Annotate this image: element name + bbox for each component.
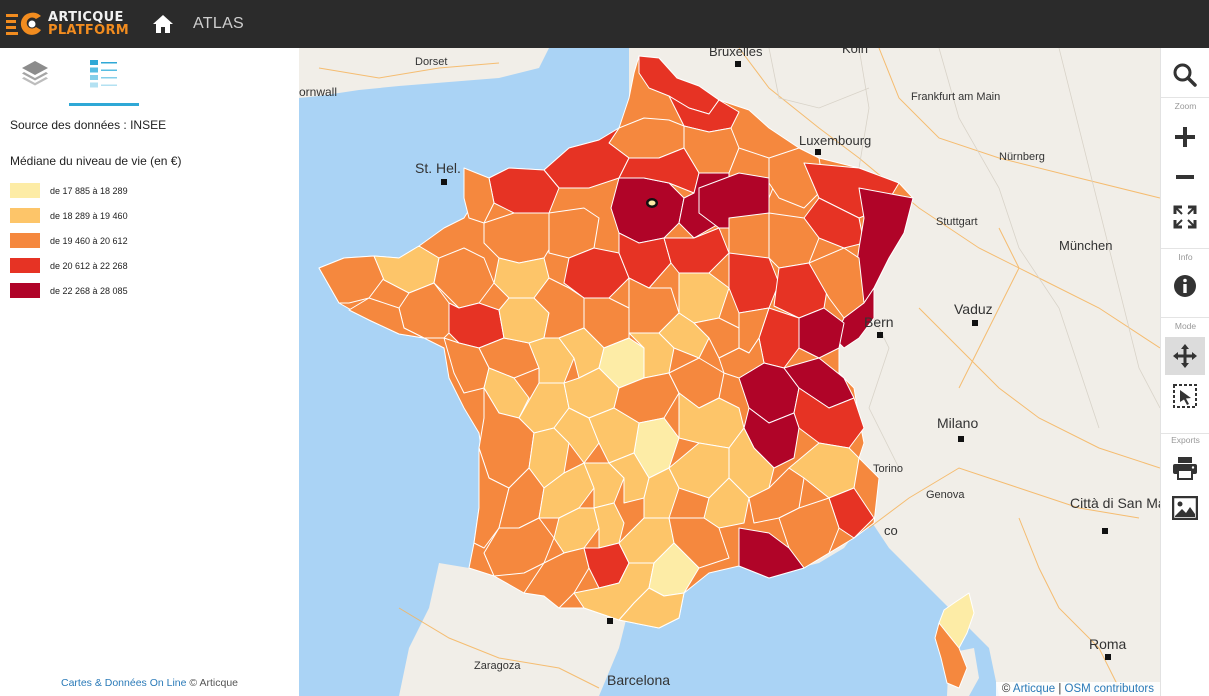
city-label: Genova — [926, 489, 965, 501]
legend-item: de 17 885 à 18 289 — [10, 178, 128, 203]
legend-item: de 19 460 à 20 612 — [10, 228, 128, 253]
toolbar-separator — [1161, 97, 1209, 98]
city-label: Bruxelles — [709, 48, 763, 59]
zoom-section-label: Zoom — [1174, 101, 1197, 111]
select-mode-button[interactable] — [1165, 377, 1205, 415]
legend-item: de 20 612 à 22 268 — [10, 253, 128, 278]
legend-swatch — [10, 258, 40, 273]
legend-icon — [90, 60, 117, 88]
city-label: Luxembourg — [799, 133, 871, 148]
home-button[interactable] — [151, 12, 175, 36]
mode-section-label: Mode — [1174, 321, 1197, 331]
legend-swatch — [10, 183, 40, 198]
minus-icon — [1176, 175, 1194, 179]
logo-line-1: ARTICQUE — [48, 10, 124, 25]
city-label: Dorset — [415, 56, 447, 68]
layers-icon — [22, 61, 48, 86]
pan-mode-button[interactable] — [1165, 337, 1205, 375]
legend-swatch — [10, 233, 40, 248]
info-button[interactable] — [1165, 267, 1205, 305]
legend-title: Médiane du niveau de vie (en €) — [10, 154, 182, 168]
city-label: Köln — [842, 48, 868, 56]
tab-layers[interactable] — [0, 54, 70, 106]
city-label: Città di San Marino — [1070, 495, 1160, 511]
panel-tabs — [0, 48, 299, 108]
city-label: Milano — [937, 415, 978, 431]
footer-copyright: © Articque — [189, 677, 238, 689]
print-button[interactable] — [1165, 449, 1205, 487]
data-source: Source des données : INSEE — [10, 118, 167, 132]
legend-swatch — [10, 283, 40, 298]
print-icon — [1173, 457, 1197, 480]
map-canvas[interactable]: Dorset Bruxelles Köln ornwall Frankfurt … — [299, 48, 1160, 696]
city-label: Frankfurt am Main — [911, 91, 1000, 103]
plus-icon — [1175, 127, 1195, 147]
legend-label: de 20 612 à 22 268 — [50, 260, 128, 271]
city-label: Nürnberg — [999, 151, 1045, 163]
zoom-in-button[interactable] — [1165, 118, 1205, 156]
legend-label: de 17 885 à 18 289 — [50, 185, 128, 196]
export-image-button[interactable] — [1165, 489, 1205, 527]
city-label: ornwall — [299, 85, 337, 99]
image-icon — [1172, 496, 1198, 520]
articque-logo[interactable]: ARTICQUE PLATFORM — [6, 0, 129, 48]
zoom-out-button[interactable] — [1165, 158, 1205, 196]
logo-mark-icon — [6, 10, 46, 38]
exports-section-label: Exports — [1171, 435, 1200, 445]
panel-footer: Cartes & Données On Line © Articque — [0, 677, 299, 689]
tab-legend[interactable] — [69, 54, 139, 106]
info-icon — [1174, 275, 1196, 297]
legend-swatch — [10, 208, 40, 223]
attribution-separator: | — [1058, 683, 1062, 695]
expand-icon — [1173, 205, 1197, 229]
city-label: Vaduz — [954, 301, 993, 317]
map-toolbar: Zoom Info Mode — [1160, 48, 1209, 696]
legend-label: de 19 460 à 20 612 — [50, 235, 128, 246]
legend-label: de 22 268 à 28 085 — [50, 285, 128, 296]
search-icon — [1173, 63, 1197, 87]
attribution-prefix: © — [1001, 683, 1011, 695]
attribution-articque-link[interactable]: Articque — [1012, 683, 1056, 695]
home-icon — [153, 15, 174, 33]
toolbar-separator — [1161, 433, 1209, 434]
select-icon — [1173, 384, 1197, 408]
city-label: Barcelona — [607, 672, 670, 688]
info-section-label: Info — [1178, 252, 1193, 262]
city-label: Stuttgart — [936, 216, 978, 228]
search-button[interactable] — [1165, 56, 1205, 94]
legend-item: de 18 289 à 19 460 — [10, 203, 128, 228]
fullscreen-button[interactable] — [1165, 198, 1205, 236]
paris-marker — [646, 198, 658, 208]
map-attribution: © Articque | OSM contributors — [995, 682, 1160, 696]
city-label: co — [884, 523, 898, 538]
city-label: Roma — [1089, 636, 1127, 652]
footer-link[interactable]: Cartes & Données On Line — [60, 677, 187, 689]
city-label: Bern — [864, 314, 894, 330]
legend-label: de 18 289 à 19 460 — [50, 210, 128, 221]
move-icon — [1173, 344, 1197, 368]
legend: de 17 885 à 18 289 de 18 289 à 19 460 de… — [10, 178, 128, 303]
logo-line-2: PLATFORM — [48, 23, 130, 38]
city-label: München — [1059, 238, 1112, 253]
city-label: St. Hel. — [415, 160, 461, 176]
legend-item: de 22 268 à 28 085 — [10, 278, 128, 303]
attribution-osm-link[interactable]: OSM contributors — [1064, 683, 1154, 695]
city-label: Zaragoza — [474, 660, 521, 672]
city-label: Torino — [873, 463, 903, 475]
legend-panel: Source des données : INSEE Médiane du ni… — [0, 48, 299, 696]
top-bar: ARTICQUE PLATFORM ATLAS — [0, 0, 1209, 48]
nav-atlas[interactable]: ATLAS — [193, 15, 245, 32]
map-svg: Dorset Bruxelles Köln ornwall Frankfurt … — [299, 48, 1160, 696]
toolbar-separator — [1161, 317, 1209, 318]
toolbar-separator — [1161, 248, 1209, 249]
